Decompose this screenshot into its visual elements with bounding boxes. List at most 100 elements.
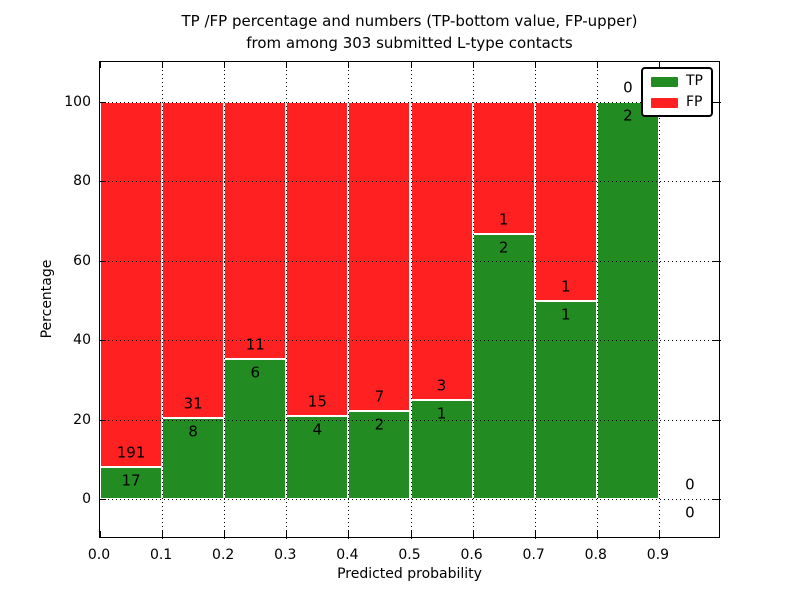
fp-count-label: 1 (560, 277, 571, 295)
x-tick-label: 0.4 (336, 547, 359, 563)
y-tick-label: 0 (82, 491, 91, 508)
bar-segment-fp (410, 101, 473, 400)
bar-segment-fp (348, 101, 411, 411)
tp-count-label: 6 (250, 363, 261, 382)
x-tick-mark (100, 531, 101, 537)
fp-count-label: 0 (623, 78, 633, 97)
y-tick-label: 20 (73, 411, 91, 428)
bar-segment-fp (534, 101, 597, 301)
fp-count-label: 1 (498, 210, 509, 229)
fp-count-label: 11 (245, 335, 265, 354)
tp-count-label: 2 (374, 415, 385, 434)
tp-count-label: 1 (560, 305, 571, 323)
x-axis-label: Predicted probability (337, 566, 482, 582)
legend-entry: FP (651, 95, 703, 110)
v-gridline (658, 62, 660, 539)
y-axis-label: Percentage (39, 259, 55, 339)
x-tick-label: 0.8 (584, 547, 607, 563)
plot-area: 191 17 31 8 11 6 15 4 7 2 3 1 1 2 1 1 0 2 0 0 TP FP (99, 61, 721, 539)
tp-count-label: 1 (436, 404, 447, 423)
chart-title-line2: from among 303 submitted L-type contacts (246, 34, 573, 52)
fp-count-label: 7 (374, 387, 385, 406)
tp-count-label: 17 (121, 471, 141, 490)
x-tick-mark (348, 531, 350, 537)
y-tick-mark (100, 181, 106, 183)
tp-count-label: 2 (498, 238, 509, 257)
bar-segment-tp (162, 417, 225, 500)
y-tick-mark (713, 340, 719, 342)
x-tick-mark (410, 62, 412, 68)
x-tick-mark (224, 62, 226, 68)
bar-segment-fp (286, 101, 349, 416)
bar-segment-tp (534, 300, 597, 500)
y-tick-mark (100, 260, 106, 262)
y-tick-mark (100, 419, 106, 421)
x-tick-label: 0.7 (522, 547, 545, 563)
bar-segment-fp (100, 101, 163, 467)
fp-count-label: 3 (436, 376, 447, 395)
x-tick-mark (100, 62, 101, 68)
fp-count-label: 191 (116, 443, 146, 462)
x-tick-mark (658, 62, 660, 68)
y-tick-mark (713, 101, 719, 103)
x-tick-label: 0.6 (460, 547, 483, 563)
y-tick-label: 40 (73, 332, 91, 349)
x-tick-mark (224, 531, 226, 537)
x-tick-mark (472, 531, 474, 537)
y-tick-mark (100, 499, 106, 501)
legend-fp-swatch-icon (651, 97, 678, 108)
v-gridline (224, 62, 226, 539)
y-tick-mark (713, 260, 719, 262)
chart-title-line1: TP /FP percentage and numbers (TP-bottom… (181, 12, 638, 30)
x-tick-mark (596, 531, 598, 537)
chart-title: TP /FP percentage and numbers (TP-bottom… (99, 10, 720, 54)
fp-count-label: 0 (685, 475, 695, 494)
y-tick-mark (713, 419, 719, 421)
x-tick-mark (162, 62, 164, 68)
x-tick-mark (472, 62, 474, 68)
tp-count-label: 0 (685, 503, 695, 522)
y-tick-label: 100 (64, 93, 91, 110)
bar-segment-tp (286, 415, 349, 500)
bar-segment-fp (162, 101, 225, 418)
v-gridline (472, 62, 474, 539)
tp-count-label: 2 (623, 106, 633, 125)
fp-count-label: 15 (307, 392, 327, 411)
legend-entry: TP (651, 74, 703, 89)
x-tick-label: 0.9 (646, 547, 670, 563)
v-gridline (162, 62, 164, 539)
x-tick-mark (286, 62, 288, 68)
x-tick-label: 0.0 (87, 547, 111, 563)
x-tick-mark (410, 531, 412, 537)
x-tick-mark (534, 62, 536, 68)
bar-segment-tp (472, 234, 535, 500)
y-tick-label: 60 (73, 252, 91, 269)
tp-count-label: 8 (188, 422, 198, 441)
legend-tp-swatch-icon (651, 76, 678, 87)
bar-segment-fp (224, 101, 287, 359)
y-tick-mark (713, 181, 719, 183)
x-tick-label: 0.1 (149, 547, 173, 563)
v-gridline (286, 62, 288, 539)
legend-label: FP (686, 94, 703, 110)
tp-count-label: 4 (312, 420, 323, 439)
y-tick-mark (713, 499, 719, 501)
x-tick-mark (162, 531, 164, 537)
v-gridline (410, 62, 412, 539)
y-tick-mark (100, 101, 106, 103)
x-tick-mark (348, 62, 350, 68)
y-tick-label: 80 (73, 173, 91, 190)
x-tick-mark (658, 531, 660, 537)
fp-count-label: 31 (183, 394, 203, 413)
x-tick-mark (534, 531, 536, 537)
x-tick-label: 0.5 (398, 547, 421, 563)
x-tick-label: 0.3 (274, 547, 297, 563)
v-gridline (348, 62, 350, 539)
legend: TP FP (641, 67, 713, 117)
legend-label: TP (686, 73, 703, 89)
x-tick-label: 0.2 (212, 547, 235, 563)
bar-segment-tp (596, 101, 659, 500)
v-gridline (596, 62, 598, 539)
x-tick-mark (286, 531, 288, 537)
